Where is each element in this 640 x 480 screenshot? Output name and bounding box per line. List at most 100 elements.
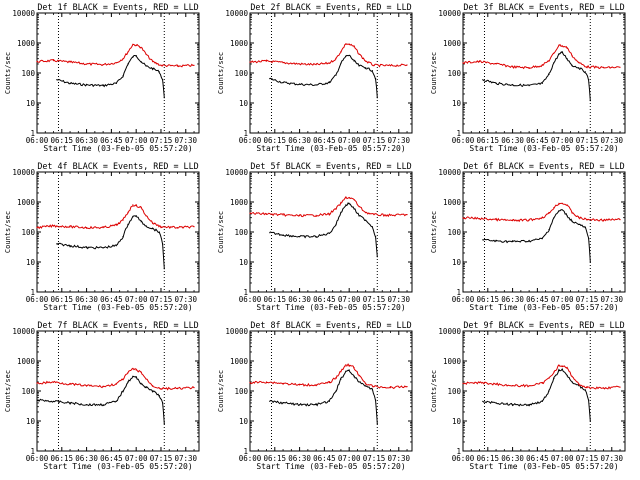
events-data-point [365,67,367,69]
lld-data-point [478,382,481,384]
events-data-point [152,68,154,70]
events-data-point [541,238,543,240]
x-tick-label: 06:30 [501,136,524,145]
events-data-point [132,216,134,218]
lld-data-point [511,385,514,387]
events-data-point [588,238,590,240]
y-tick-label: 1000 [17,39,36,48]
x-tick-label: 06:00 [452,454,475,463]
x-tick-label: 06:30 [75,136,98,145]
events-data-point [340,378,342,380]
x-tick-label: 07:15 [150,295,173,304]
x-tick-label: 07:30 [600,454,623,463]
plot-frame [36,12,200,134]
y-tick-label: 100 [447,69,461,78]
events-data-point [358,381,360,383]
x-tick-label: 06:30 [501,454,524,463]
events-data-point [371,226,373,228]
events-data-point [145,65,147,67]
lld-data-point [566,204,568,206]
events-data-point [584,389,586,391]
lld-data-point [548,212,550,214]
chart-title: Det 1f BLACK = Events, RED = LLD [37,2,198,12]
lld-data-point [299,384,301,386]
x-tick-label: 07:30 [174,295,197,304]
events-data-point [282,402,284,404]
lld-data-point [193,387,195,389]
y-tick-label: 10 [452,258,462,267]
lld-data-point [115,62,117,64]
events-data-point [365,219,367,221]
events-data-point [511,404,514,406]
x-tick-label: 06:00 [239,454,262,463]
lld-data-point [122,378,124,380]
x-tick-label: 07:15 [363,295,386,304]
events-data-point [358,65,360,67]
events-data-point [553,62,555,64]
lld-data-point [160,226,162,228]
events-data-point [541,82,543,84]
lld-data-point [160,388,162,390]
events-data-point [348,54,350,56]
lld-data-point [115,224,117,226]
events-data-point [135,55,137,57]
lld-data-point [345,364,347,366]
chart-panel: Det 5f BLACK = Events, RED = LLD 1 10 100 10… [217,161,413,312]
events-data-point [158,231,160,233]
events-data-point [365,385,367,387]
events-data-point [145,225,147,227]
lld-data-point [586,387,588,389]
events-data-point [553,217,555,219]
events-data-point [269,232,271,234]
lld-data-point [348,364,350,366]
y-tick-label: 100 [447,387,461,396]
lld-data-point [406,64,408,66]
lld-data-point [561,365,563,367]
events-data-point [495,402,497,404]
x-tick-label: 07:30 [387,136,410,145]
y-tick-label: 10 [26,417,36,426]
lld-data-point [340,370,342,372]
y-tick-label: 1000 [443,357,462,366]
events-data-point [566,375,568,377]
lld-data-point [282,62,284,64]
x-tick-label: 06:45 [100,136,123,145]
lld-data-point [340,50,342,53]
x-tick-label: 06:15 [264,136,287,145]
events-data-point [528,240,530,242]
x-axis-label: Start Time (03-Feb-05 05:57:20) [469,462,618,471]
x-tick-label: 06:15 [477,136,500,145]
lld-data-point [571,375,573,377]
x-tick-label: 06:00 [239,136,262,145]
lld-data-point [299,215,301,217]
x-tick-label: 06:00 [26,136,49,145]
events-data-point [495,82,497,84]
lld-data-point [69,61,71,63]
y-tick-label: 100 [447,228,461,237]
lld-data-point [102,64,104,66]
x-tick-label: 06:30 [75,454,98,463]
events-data-point [584,71,586,73]
x-tick-label: 06:00 [26,295,49,304]
x-tick-label: 07:00 [338,454,361,463]
events-data-point [566,215,568,217]
lld-data-point [586,219,588,221]
events-data-point [548,229,550,231]
events-data-point [328,232,330,234]
lld-data-point [340,202,342,204]
lld-data-point [566,47,568,49]
lld-data-point [36,227,38,229]
chart-panel: Det 9f BLACK = Events, RED = LLD 1 10 100 10… [430,320,626,471]
events-data-point [163,423,165,425]
events-data-point [578,223,580,225]
events-data-point [348,369,350,371]
x-tick-label: 07:00 [551,295,574,304]
events-series-line [482,209,591,263]
x-tick-label: 06:15 [51,454,74,463]
x-tick-label: 07:30 [174,454,197,463]
events-data-point [376,256,378,258]
y-tick-label: 1 [30,129,35,138]
events-data-point [282,234,284,236]
lld-data-point [335,58,337,60]
x-axis-label: Start Time (03-Feb-05 05:57:20) [469,144,618,153]
